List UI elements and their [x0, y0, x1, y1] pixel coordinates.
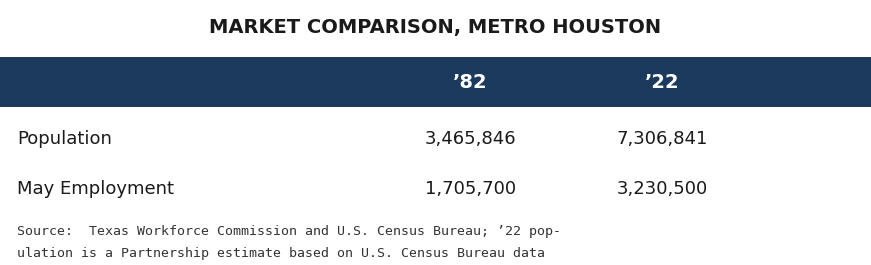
Text: ulation is a Partnership estimate based on U.S. Census Bureau data: ulation is a Partnership estimate based … [17, 246, 545, 260]
Text: Population: Population [17, 130, 112, 148]
Text: 1,705,700: 1,705,700 [425, 180, 516, 198]
Text: May Employment: May Employment [17, 180, 174, 198]
Bar [0, 57, 871, 107]
Text: Source:  Texas Workforce Commission and U.S. Census Bureau; ’22 pop-: Source: Texas Workforce Commission and U… [17, 225, 562, 238]
Text: MARKET COMPARISON, METRO HOUSTON: MARKET COMPARISON, METRO HOUSTON [209, 18, 662, 37]
Text: 7,306,841: 7,306,841 [617, 130, 707, 148]
Text: ’82: ’82 [453, 73, 488, 92]
Text: 3,230,500: 3,230,500 [617, 180, 707, 198]
Text: ’22: ’22 [645, 73, 679, 92]
Text: 3,465,846: 3,465,846 [424, 130, 517, 148]
